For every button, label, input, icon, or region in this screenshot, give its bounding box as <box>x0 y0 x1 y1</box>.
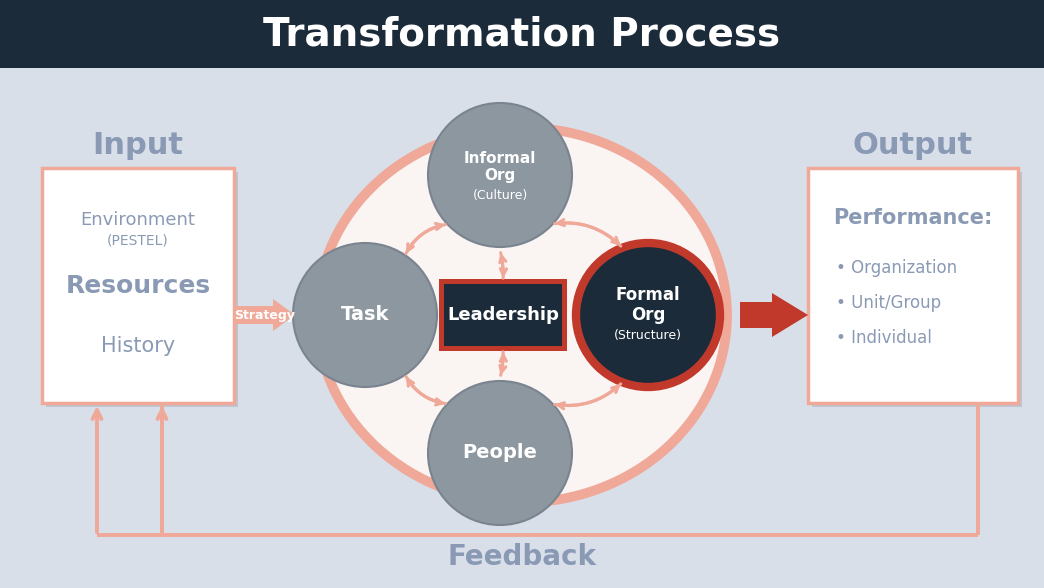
FancyArrowPatch shape <box>500 352 506 372</box>
Text: History: History <box>101 336 175 356</box>
FancyBboxPatch shape <box>46 172 238 407</box>
FancyBboxPatch shape <box>444 284 562 346</box>
FancyBboxPatch shape <box>808 168 1018 403</box>
Text: Task: Task <box>340 306 389 325</box>
FancyArrowPatch shape <box>500 256 505 278</box>
Text: Transformation Process: Transformation Process <box>263 15 781 53</box>
Text: • Individual: • Individual <box>836 329 932 347</box>
FancyArrowPatch shape <box>407 225 446 250</box>
Text: Informal
Org: Informal Org <box>464 151 537 183</box>
FancyArrowPatch shape <box>406 223 442 253</box>
FancyBboxPatch shape <box>438 279 567 351</box>
Text: Output: Output <box>853 132 973 161</box>
Circle shape <box>428 381 572 525</box>
Text: Strategy: Strategy <box>234 309 295 322</box>
Text: • Organization: • Organization <box>836 259 957 277</box>
Text: (Culture): (Culture) <box>472 189 527 202</box>
FancyArrowPatch shape <box>408 379 446 403</box>
FancyArrow shape <box>740 293 808 337</box>
FancyArrowPatch shape <box>554 386 618 405</box>
FancyArrowPatch shape <box>406 376 442 405</box>
FancyArrowPatch shape <box>500 253 506 275</box>
Text: Input: Input <box>93 132 184 161</box>
FancyArrowPatch shape <box>557 384 621 409</box>
Text: Resources: Resources <box>66 274 211 298</box>
FancyArrowPatch shape <box>554 223 618 244</box>
Text: • Unit/Group: • Unit/Group <box>836 294 941 312</box>
FancyBboxPatch shape <box>0 0 1044 68</box>
FancyBboxPatch shape <box>812 172 1022 407</box>
Text: Leadership: Leadership <box>447 306 559 324</box>
Text: (Structure): (Structure) <box>614 329 682 342</box>
Circle shape <box>428 103 572 247</box>
Text: Environment: Environment <box>80 211 195 229</box>
FancyArrowPatch shape <box>557 219 621 246</box>
Text: Formal
Org: Formal Org <box>616 286 681 325</box>
FancyArrow shape <box>234 299 295 331</box>
Text: People: People <box>462 443 538 463</box>
Text: Performance:: Performance: <box>833 208 993 228</box>
Circle shape <box>293 243 437 387</box>
FancyBboxPatch shape <box>42 168 234 403</box>
FancyArrowPatch shape <box>500 355 506 375</box>
Ellipse shape <box>317 128 727 503</box>
Text: Feedback: Feedback <box>448 543 596 571</box>
Circle shape <box>576 243 720 387</box>
Text: (PESTEL): (PESTEL) <box>108 233 169 247</box>
